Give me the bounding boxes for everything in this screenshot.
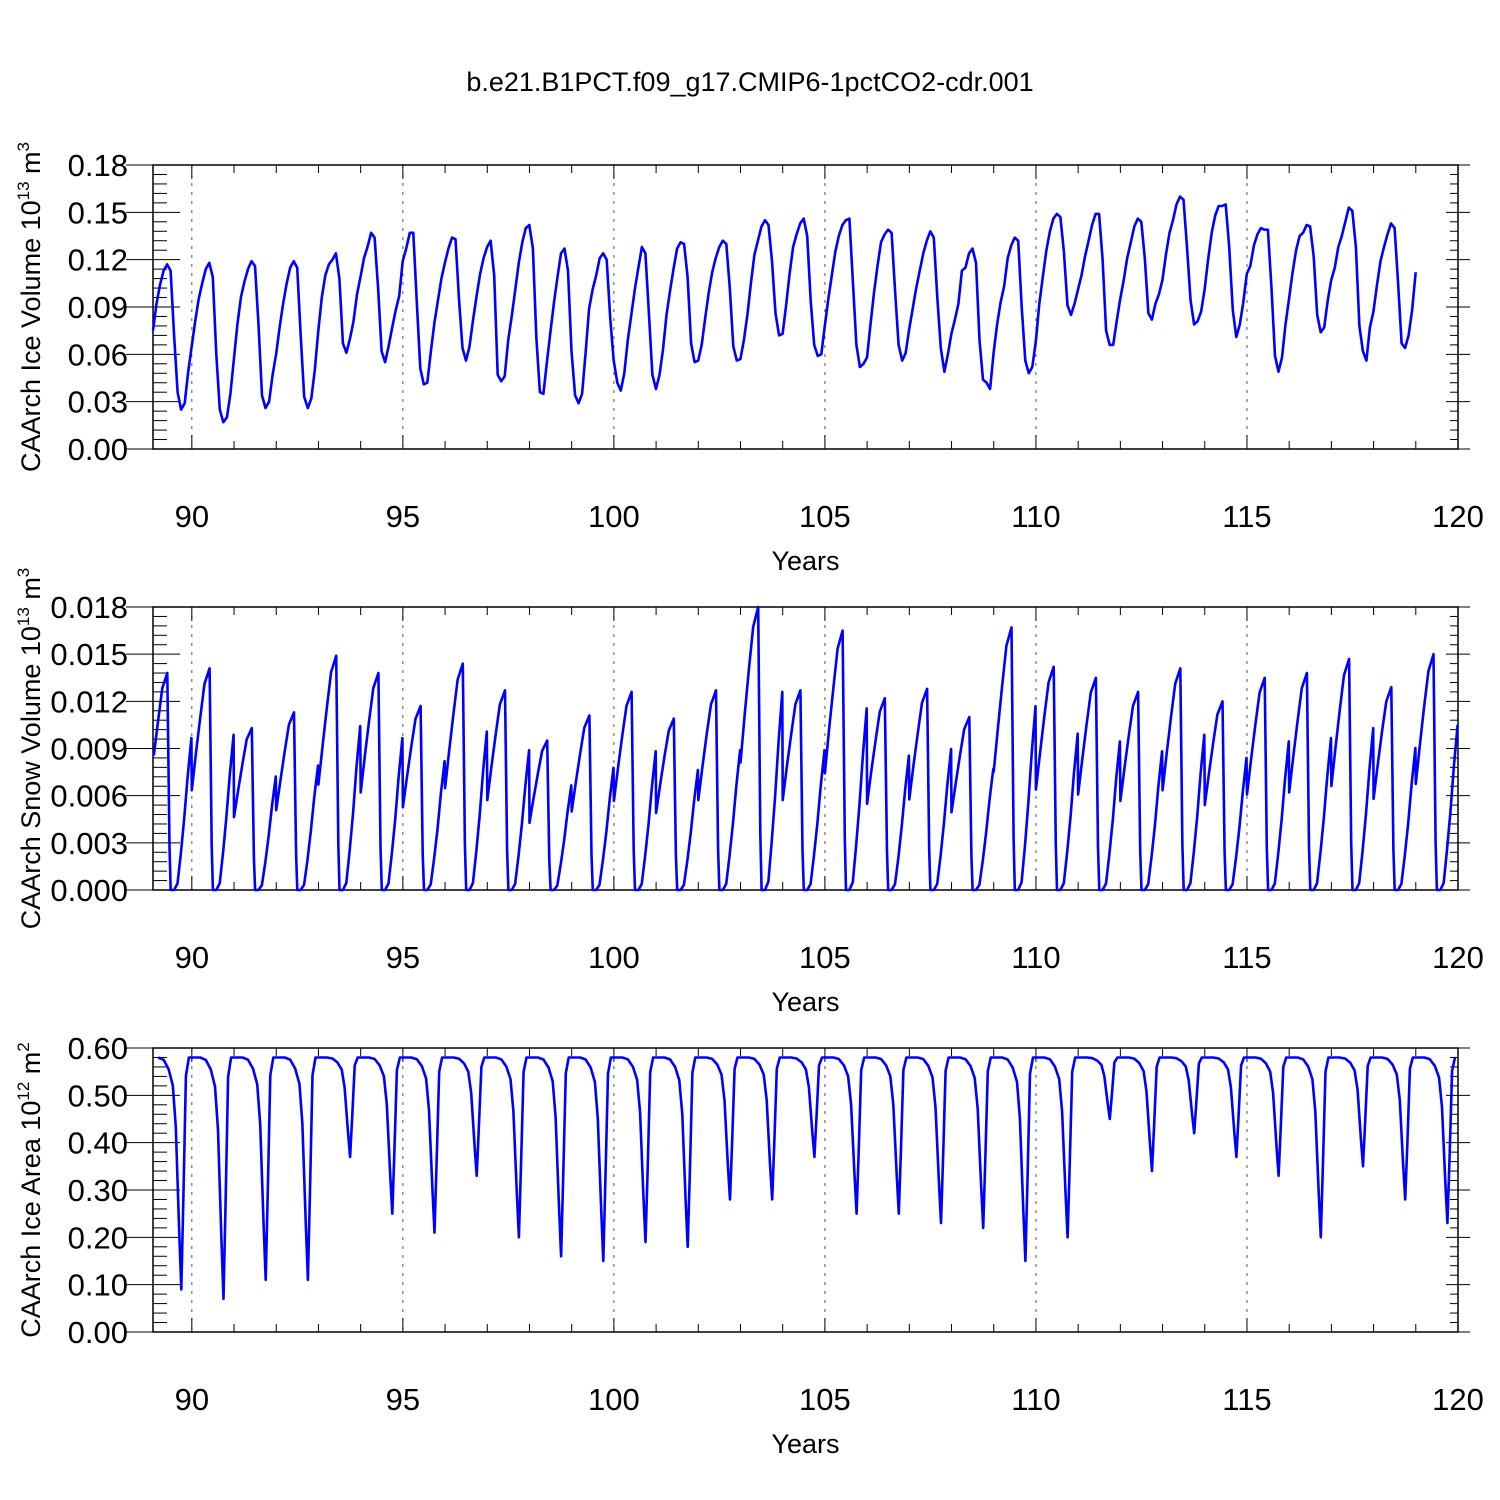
y-tick-label: 0.09 [68,290,128,325]
x-axis-title: Years [771,546,839,576]
y-tick-label: 0.40 [68,1126,128,1161]
y-tick-label: 0.06 [68,337,128,372]
x-tick-label: 90 [175,940,209,975]
snow-volume-panel: 90 95 100 105 110 115 120 0.000 0.003 0.006 0.009 0… [14,568,1484,1017]
x-tick-label: 95 [386,940,420,975]
y-axis-title: CAArch Ice Volume 1013 m3 [14,142,46,472]
y-tick-label: 0.18 [68,148,128,183]
x-tick-label: 110 [1011,940,1060,975]
plot-frame [152,164,1459,450]
main-title: b.e21.B1PCT.f09_g17.CMIP6-1pctCO2-cdr.00… [466,67,1033,97]
x-tick-label: 90 [175,1382,209,1417]
y-axis-title: CAArch Snow Volume 1013 m3 [14,568,46,930]
x-tick-label: 110 [1011,499,1060,534]
x-tick-label: 90 [175,499,209,534]
x-tick-label: 100 [588,940,640,975]
y-tick-label: 0.018 [50,590,128,625]
y-tick-label: 0.000 [50,873,128,908]
y-tick-label: 0.015 [50,637,128,672]
y-tick-label: 0.20 [68,1220,128,1255]
x-tick-label: 115 [1222,940,1271,975]
x-tick-label: 115 [1222,499,1271,534]
plot-frame [152,1047,1459,1333]
x-tick-label: 100 [588,499,640,534]
x-tick-label: 120 [1432,1382,1484,1417]
y-tick-label: 0.012 [50,684,128,719]
y-tick-label: 0.12 [68,243,128,278]
x-tick-label: 95 [386,1382,420,1417]
x-tick-label: 120 [1432,499,1484,534]
y-tick-label: 0.006 [50,779,128,814]
x-axis-title: Years [771,1429,839,1459]
y-tick-label: 0.30 [68,1173,128,1208]
x-tick-label: 105 [799,940,851,975]
x-tick-label: 120 [1432,940,1484,975]
y-tick-label: 0.03 [68,385,128,420]
y-tick-label: 0.00 [68,1315,128,1350]
x-tick-label: 100 [588,1382,640,1417]
ice-area-panel: 90 95 100 105 110 115 120 0.00 0.10 0.20 0.30 0.40 0… [14,1031,1484,1459]
x-tick-label: 95 [386,499,420,534]
series-line [152,605,1459,892]
ice-volume-panel: 90 95 100 105 110 115 120 0.00 0.03 0.06 0.09 0.12 0… [14,142,1484,576]
y-tick-label: 0.15 [68,195,128,230]
y-tick-label: 0.50 [68,1078,128,1113]
x-tick-label: 105 [799,1382,851,1417]
x-tick-label: 115 [1222,1382,1271,1417]
x-tick-label: 105 [799,499,851,534]
y-tick-label: 0.003 [50,826,128,861]
x-axis-title: Years [771,987,839,1017]
y-tick-label: 0.10 [68,1268,128,1303]
y-tick-label: 0.60 [68,1031,128,1066]
y-tick-label: 0.009 [50,732,128,767]
series-line [151,195,1417,424]
y-tick-label: 0.00 [68,432,128,467]
series-line [157,1056,1457,1301]
y-axis-title: CAArch Ice Area 1012 m2 [14,1042,46,1338]
x-tick-label: 110 [1011,1382,1060,1417]
